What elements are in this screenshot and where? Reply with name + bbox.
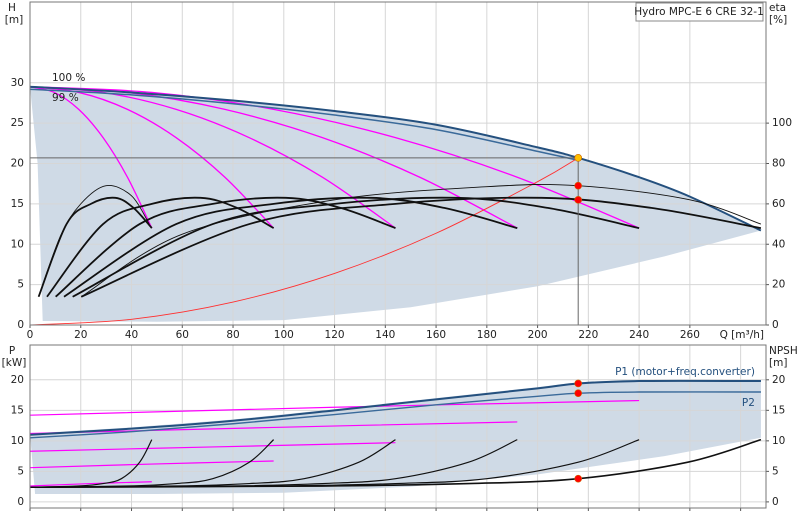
x-tick-label: 260 xyxy=(680,329,700,341)
duty-point xyxy=(574,379,582,388)
duty-point xyxy=(574,154,582,162)
curve xyxy=(30,379,761,436)
curve xyxy=(30,86,396,229)
x-tick-label: 240 xyxy=(629,329,649,341)
curve xyxy=(38,185,150,297)
y2-axis-unit: [m] xyxy=(769,357,787,369)
y-axis-unit: [m] xyxy=(5,14,23,26)
curve xyxy=(72,196,640,298)
y2-tick-label: 0 xyxy=(772,319,779,331)
duty-point xyxy=(574,181,582,190)
x-axis-label: Q [m³/h] xyxy=(720,329,764,341)
curve xyxy=(30,481,152,487)
duty-point xyxy=(574,389,582,398)
chart-title: Hydro MPC-E 6 CRE 32-1 xyxy=(634,6,764,18)
curve xyxy=(81,183,762,298)
title-box xyxy=(635,2,764,22)
y-tick-label: 5 xyxy=(17,465,24,477)
y-axis-label: P xyxy=(9,345,15,357)
x-tick-label: 220 xyxy=(578,329,598,341)
curve xyxy=(30,157,579,325)
x-tick-label: 60 xyxy=(176,329,189,341)
series-label: P1 (motor+freq.converter) xyxy=(615,366,755,378)
y-tick-label: 15 xyxy=(11,404,24,416)
y2-tick-label: 100 xyxy=(772,117,792,129)
curve xyxy=(30,86,153,229)
y2-tick-label: 15 xyxy=(772,404,785,416)
curve xyxy=(30,442,396,452)
x-tick-label: 120 xyxy=(325,329,345,341)
y2-axis-label: eta xyxy=(769,2,786,14)
curve xyxy=(80,196,762,298)
y2-tick-label: 20 xyxy=(772,279,785,291)
curve xyxy=(30,85,762,232)
y-axis-label: H xyxy=(8,2,16,14)
x-tick-label: 100 xyxy=(274,329,294,341)
y-tick-label: 30 xyxy=(11,77,24,89)
y2-tick-label: 10 xyxy=(772,435,785,447)
y-tick-label: 10 xyxy=(11,435,24,447)
y-tick-label: 0 xyxy=(17,319,24,331)
x-tick-label: 20 xyxy=(74,329,87,341)
curve xyxy=(30,399,640,416)
y-tick-label: 25 xyxy=(11,117,24,129)
y2-tick-label: 5 xyxy=(772,465,779,477)
duty-point xyxy=(574,474,582,483)
y2-tick-label: 20 xyxy=(772,374,785,386)
x-tick-label: 140 xyxy=(375,329,395,341)
y2-tick-label: 0 xyxy=(772,496,779,508)
x-tick-label: 0 xyxy=(27,329,34,341)
y-tick-label: 0 xyxy=(17,496,24,508)
x-tick-label: 160 xyxy=(426,329,446,341)
curve xyxy=(30,88,579,162)
y-axis-unit: [kW] xyxy=(2,357,27,369)
series-label: P2 xyxy=(742,397,755,409)
plot-frame xyxy=(29,344,767,509)
curve xyxy=(30,86,640,229)
curve xyxy=(30,391,761,439)
y-tick-label: 15 xyxy=(11,198,24,210)
plot-layer xyxy=(30,345,766,508)
y2-tick-label: 60 xyxy=(772,198,785,210)
y-tick-label: 5 xyxy=(17,279,24,291)
duty-point xyxy=(574,196,582,204)
curve xyxy=(30,460,274,469)
y-tick-label: 20 xyxy=(11,158,24,170)
curve xyxy=(30,439,153,488)
y-tick-label: 10 xyxy=(11,238,24,250)
x-tick-label: 180 xyxy=(477,329,497,341)
x-tick-label: 40 xyxy=(125,329,138,341)
y2-tick-label: 40 xyxy=(772,238,785,250)
x-tick-label: 80 xyxy=(226,329,239,341)
x-tick-label: 200 xyxy=(528,329,548,341)
y2-axis-label: NPSH xyxy=(769,345,798,357)
plot-layer xyxy=(30,2,766,325)
operating-range xyxy=(30,379,761,494)
y-tick-label: 20 xyxy=(11,374,24,386)
curve xyxy=(63,196,518,298)
curve xyxy=(30,438,762,489)
y2-tick-label: 80 xyxy=(772,158,785,170)
plot-frame xyxy=(29,1,767,326)
y2-axis-unit: [%] xyxy=(769,14,787,26)
curve-label: 99 % xyxy=(52,92,79,104)
curve-label: 100 % xyxy=(52,72,85,84)
